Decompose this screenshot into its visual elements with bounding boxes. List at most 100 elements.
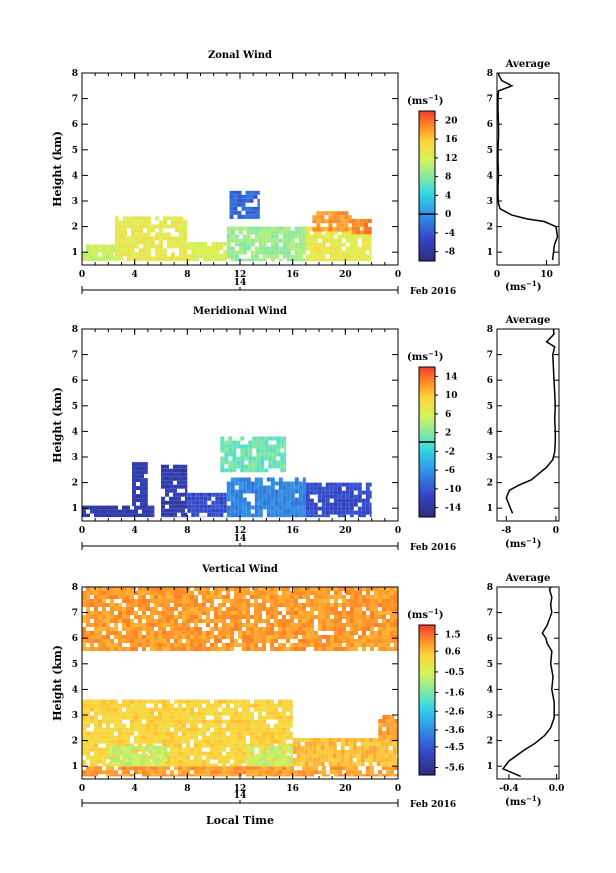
heatmap-cell xyxy=(340,231,345,232)
heatmap-cell xyxy=(112,749,117,754)
heatmap-cell xyxy=(146,240,151,245)
heatmap-cell xyxy=(194,774,198,777)
heatmap-cell xyxy=(126,505,130,510)
heatmap-cell xyxy=(110,595,114,599)
heatmap-cell xyxy=(236,464,241,469)
heatmap-cell xyxy=(266,615,270,619)
heatmap-cell xyxy=(228,460,233,465)
heatmap-cell xyxy=(146,248,151,253)
heatmap-cell xyxy=(258,735,262,740)
heatmap-cell xyxy=(214,623,218,627)
heatmap-cell xyxy=(82,735,86,740)
heatmap-cell xyxy=(388,754,393,758)
heatmap-cell xyxy=(160,765,165,767)
heatmap-cell xyxy=(154,256,159,261)
heatmap-cell xyxy=(218,711,222,716)
heatmap-cell xyxy=(282,711,286,716)
heatmap-cell xyxy=(211,512,216,517)
heatmap-cell xyxy=(222,763,226,767)
heatmap-cell xyxy=(202,770,206,775)
colorbar-tick-label: 4 xyxy=(445,191,451,201)
heatmap-cell xyxy=(202,587,206,591)
heatmap-cell xyxy=(158,639,162,643)
heatmap-cell xyxy=(306,643,310,647)
heatmap-cell xyxy=(150,635,154,639)
heatmap-cell xyxy=(314,631,318,635)
heatmap-cell xyxy=(253,194,258,199)
heatmap-cell xyxy=(146,260,151,262)
heatmap-cell xyxy=(314,643,318,647)
heatmap-cell xyxy=(102,260,106,262)
heatmap-cell xyxy=(154,774,158,777)
heatmap-cell xyxy=(386,774,390,777)
colorbar-tick-label: 8 xyxy=(445,173,451,183)
heatmap-cell xyxy=(82,599,86,603)
heatmap-cell xyxy=(114,703,118,708)
heatmap-cell xyxy=(122,703,126,708)
heatmap-cell xyxy=(220,464,225,469)
heatmap-cell xyxy=(128,753,133,758)
heatmap-cell xyxy=(86,747,90,752)
heatmap-cell xyxy=(266,757,271,762)
heatmap-cell xyxy=(218,743,222,748)
heatmap-cell xyxy=(122,260,127,262)
heatmap-cell xyxy=(136,753,141,758)
heatmap-cell xyxy=(258,757,263,762)
heatmap-cell xyxy=(321,490,326,495)
heatmap-cell xyxy=(185,468,188,473)
heatmap-cell xyxy=(122,244,127,249)
heatmap-cell xyxy=(226,631,230,635)
heatmap-cell xyxy=(266,639,270,643)
heatmap-cell xyxy=(262,627,266,631)
heatmap-cell xyxy=(174,631,178,635)
heatmap-cell xyxy=(262,591,266,595)
heatmap-cell xyxy=(154,735,158,740)
heatmap-cell xyxy=(118,587,122,591)
heatmap-cell xyxy=(312,742,317,746)
heatmap-cell xyxy=(206,703,210,708)
heatmap-cell xyxy=(362,611,366,615)
heatmap-cell xyxy=(241,194,246,199)
heatmap-cell xyxy=(278,745,283,750)
heatmap-cell xyxy=(182,719,186,724)
heatmap-cell xyxy=(220,468,225,473)
heatmap-cell xyxy=(370,595,374,599)
heatmap-cell xyxy=(272,448,277,453)
heatmap-cell xyxy=(174,228,179,233)
heatmap-cell xyxy=(98,587,102,591)
heatmap-cell xyxy=(214,766,218,771)
heatmap-cell xyxy=(186,755,190,760)
heatmap-cell xyxy=(206,615,210,619)
heatmap-cell xyxy=(390,727,395,731)
heatmap-cell xyxy=(182,607,186,611)
heatmap-cell xyxy=(309,242,314,247)
heatmap-cell xyxy=(329,258,334,262)
heatmap-cell xyxy=(126,611,130,615)
heatmap-cell xyxy=(342,766,346,771)
heatmap-cell xyxy=(158,627,162,631)
heatmap-cell xyxy=(174,723,178,728)
heatmap-cell xyxy=(264,440,269,445)
heatmap-cell xyxy=(308,758,313,762)
heatmap-cell xyxy=(142,623,146,627)
heatmap-cell xyxy=(234,505,239,510)
heatmap-cell xyxy=(126,260,131,262)
heatmap-cell xyxy=(394,719,399,723)
heatmap-cell xyxy=(211,492,216,497)
heatmap-cell xyxy=(214,763,218,767)
heatmap-cell xyxy=(106,707,110,712)
heatmap-cell xyxy=(150,260,155,262)
heatmap-cell xyxy=(82,513,86,518)
heatmap-cell xyxy=(230,735,234,740)
heatmap-cell xyxy=(162,611,166,615)
heatmap-cell xyxy=(338,615,342,619)
heatmap-cell xyxy=(280,436,285,441)
heatmap-cell xyxy=(234,719,238,724)
heatmap-cell xyxy=(333,230,338,235)
heatmap-cell xyxy=(182,766,186,771)
heatmap-cell xyxy=(142,699,146,704)
heatmap-cell xyxy=(154,260,159,262)
heatmap-cell xyxy=(318,619,322,623)
meridional-day-label: 14 xyxy=(234,534,247,544)
heatmap-cell xyxy=(351,222,356,227)
